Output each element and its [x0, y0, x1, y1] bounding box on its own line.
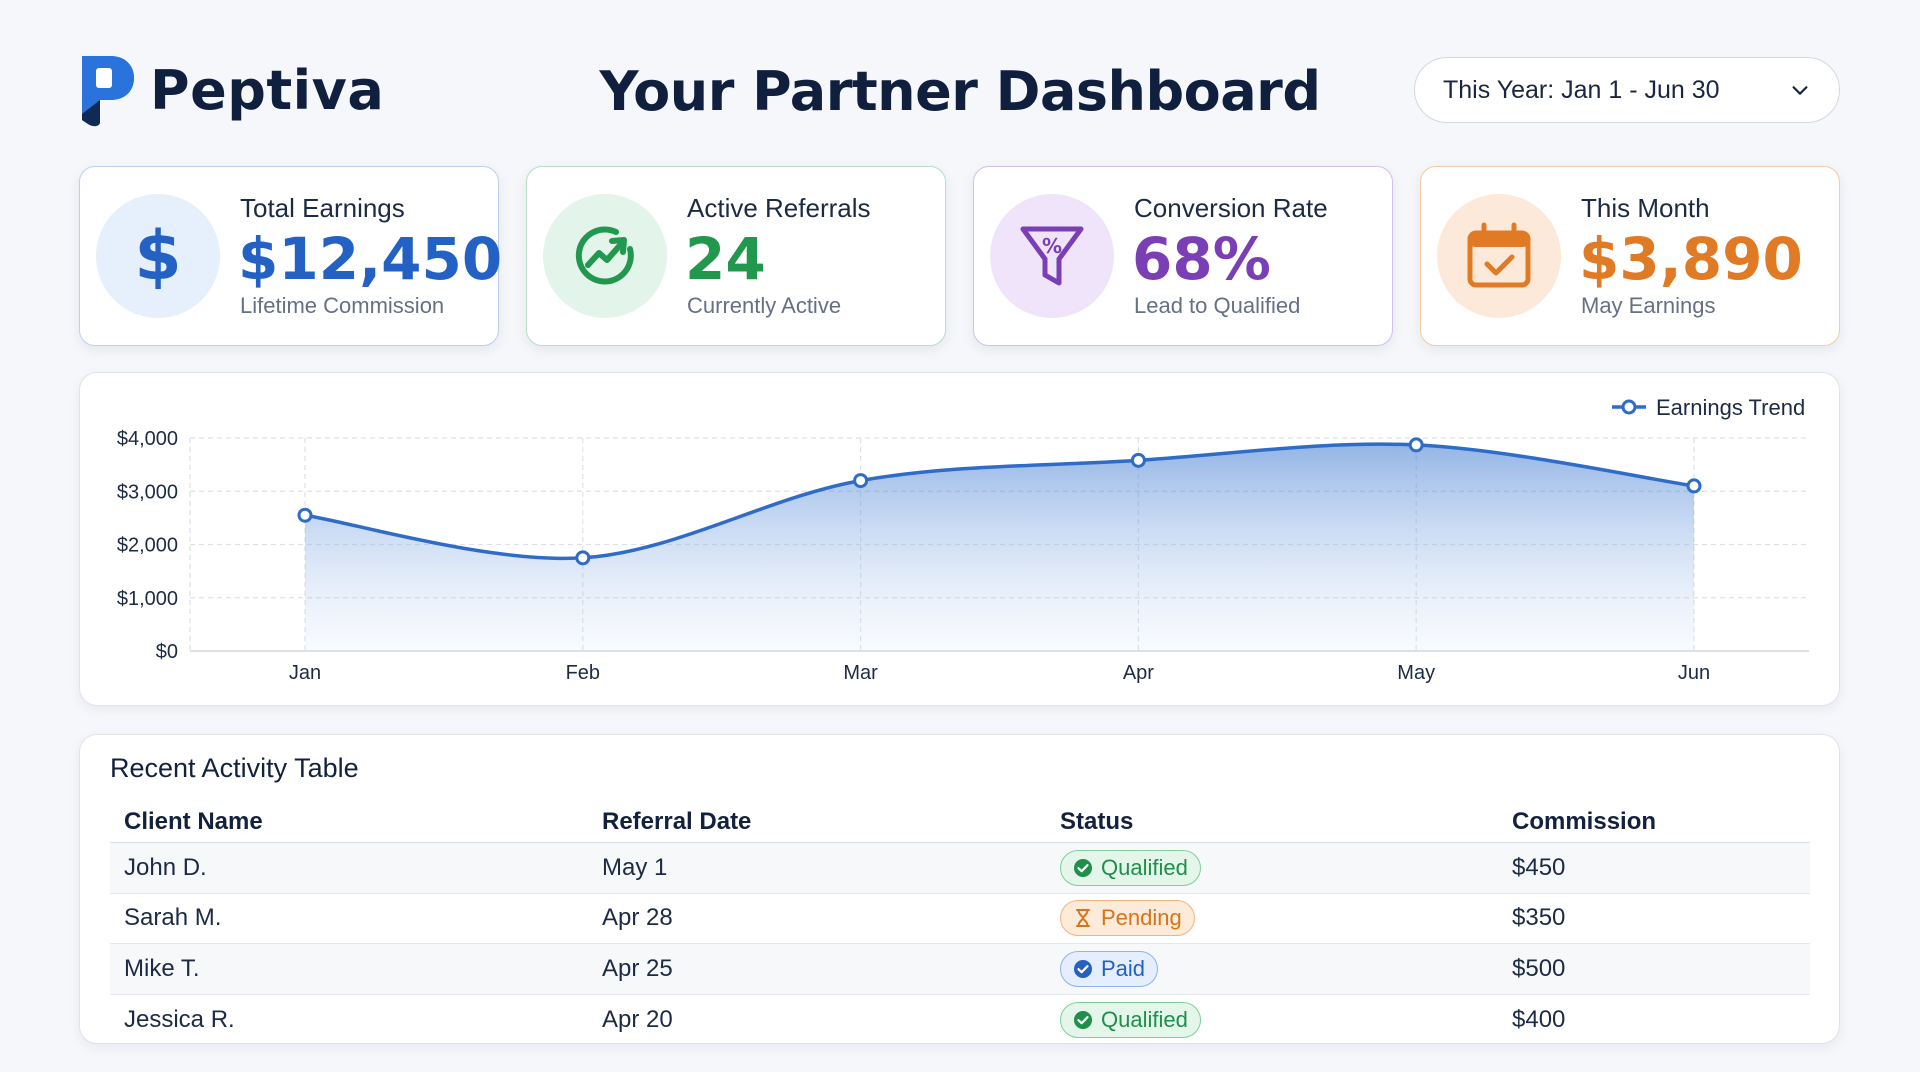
data-point[interactable]: [1408, 437, 1424, 453]
kpi-card-total-earnings[interactable]: $ Total Earnings $12,450 Lifetime Commis…: [79, 166, 503, 346]
header: Peptiva Your Partner Dashboard This Year…: [0, 0, 1920, 160]
status-cell: Qualified: [1046, 849, 1498, 886]
check-circle-icon: [1074, 1010, 1092, 1029]
status-label: Paid: [1101, 955, 1146, 981]
status-cell: Qualified: [1046, 1001, 1498, 1038]
x-tick-label: Mar: [843, 662, 878, 684]
svg-text:%: %: [1042, 234, 1062, 258]
data-point[interactable]: [297, 507, 313, 523]
status-label: Pending: [1101, 905, 1182, 931]
referral-date: Apr 25: [602, 954, 673, 982]
svg-text:$: $: [134, 219, 181, 293]
status-badge: Qualified: [1060, 1001, 1201, 1038]
recent-activity-table: Client Name Referral Date Status Commiss…: [110, 801, 1810, 1045]
recent-activity-panel: Recent Activity Table Client Name Referr…: [79, 734, 1840, 1044]
date-range-value: This Year: Jan 1 - Jun 30: [1443, 75, 1720, 104]
table-header-row: Client Name Referral Date Status Commiss…: [110, 801, 1810, 843]
kpi-value: $12,450: [238, 225, 503, 293]
check-circle-icon: [1074, 959, 1092, 978]
series-area: [305, 444, 1694, 651]
x-tick-label: May: [1397, 662, 1435, 684]
commission: $400: [1512, 1005, 1566, 1033]
status-cell: Paid: [1046, 950, 1498, 987]
legend-label: Earnings Trend: [1656, 395, 1805, 420]
referral-date: May 1: [602, 853, 668, 881]
brand[interactable]: Peptiva: [76, 52, 384, 128]
kpi-subtitle: Currently Active: [687, 293, 842, 318]
client-name: Sarah M.: [124, 904, 222, 932]
kpi-subtitle: May Earnings: [1581, 293, 1716, 318]
legend-marker-icon: [1621, 399, 1637, 415]
status-badge: Paid: [1060, 950, 1159, 987]
data-point[interactable]: [1130, 452, 1146, 468]
kpi-subtitle: Lead to Qualified: [1134, 293, 1301, 318]
date-range-select[interactable]: This Year: Jan 1 - Jun 30: [1414, 57, 1840, 123]
commission: $500: [1512, 954, 1566, 982]
check-circle-icon: [1074, 858, 1092, 877]
column-header-date[interactable]: Referral Date: [602, 807, 752, 835]
table-row[interactable]: Jessica R. Apr 20 Qualified $400: [110, 995, 1810, 1046]
earnings-chart-panel: $0 $1,000 $2,000 $3,000 $4,000 Jan Feb Mar Apr Ma…: [79, 372, 1840, 706]
kpi-title: Active Referrals: [687, 193, 871, 223]
kpi-title: This Month: [1581, 193, 1710, 223]
y-tick-label: $1,000: [117, 588, 178, 610]
column-header-status[interactable]: Status: [1060, 807, 1134, 835]
status-label: Qualified: [1101, 854, 1188, 880]
x-tick-label: Jan: [289, 662, 321, 684]
commission: $350: [1512, 904, 1566, 932]
kpi-subtitle: Lifetime Commission: [240, 293, 445, 318]
status-badge: Pending: [1060, 900, 1195, 937]
y-tick-label: $3,000: [117, 481, 178, 503]
kpi-title: Total Earnings: [240, 193, 405, 223]
x-tick-label: Feb: [566, 662, 600, 684]
earnings-chart: $0 $1,000 $2,000 $3,000 $4,000 Jan Feb Mar Apr Ma…: [117, 395, 1809, 684]
kpi-card-active-referrals[interactable]: Active Referrals 24 Currently Active: [526, 166, 946, 346]
y-tick-label: $4,000: [117, 428, 178, 450]
referral-date: Apr 20: [602, 1005, 673, 1033]
page-title: Your Partner Dashboard: [599, 60, 1321, 123]
status-label: Qualified: [1101, 1006, 1188, 1032]
kpi-value: 68%: [1132, 225, 1271, 293]
dollar-icon: $: [96, 194, 220, 318]
commission: $450: [1512, 853, 1566, 881]
data-point[interactable]: [853, 473, 869, 489]
chevron-down-icon: [1792, 86, 1808, 95]
column-header-commission[interactable]: Commission: [1512, 807, 1657, 835]
table-row[interactable]: John D. May 1 Qualified $450: [110, 843, 1810, 894]
trend-up-icon: [543, 194, 667, 318]
table-row[interactable]: Mike T. Apr 25 Paid $500: [110, 944, 1810, 995]
peptiva-logo-icon: [82, 56, 134, 127]
series-line: [304, 442, 1695, 561]
x-tick-label: Apr: [1123, 662, 1154, 684]
chart-legend[interactable]: Earnings Trend: [1612, 395, 1805, 420]
table-title: Recent Activity Table: [110, 753, 359, 783]
hourglass-icon: [1076, 909, 1090, 928]
x-tick-label: Jun: [1678, 662, 1710, 684]
table-row[interactable]: Sarah M. Apr 28 Pending $350: [110, 894, 1810, 944]
column-header-client[interactable]: Client Name: [124, 807, 263, 835]
kpi-value: 24: [685, 225, 766, 293]
kpi-title: Conversion Rate: [1134, 193, 1328, 223]
kpi-value: $3,890: [1579, 225, 1803, 293]
kpi-card-this-month[interactable]: This Month $3,890 May Earnings: [1420, 166, 1840, 346]
referral-date: Apr 28: [602, 904, 673, 932]
client-name: Mike T.: [124, 954, 200, 982]
y-tick-label: $2,000: [117, 535, 178, 557]
client-name: Jessica R.: [124, 1005, 235, 1033]
kpi-card-conversion-rate[interactable]: % Conversion Rate 68% Lead to Qualified: [973, 166, 1393, 346]
status-cell: Pending: [1046, 900, 1498, 937]
data-point[interactable]: [1686, 478, 1702, 494]
calendar-check-icon: [1437, 194, 1561, 318]
y-tick-label: $0: [156, 641, 178, 663]
funnel-percent-icon: %: [990, 194, 1114, 318]
brand-name: Peptiva: [150, 58, 385, 122]
data-point[interactable]: [575, 550, 591, 566]
status-badge: Qualified: [1060, 849, 1201, 886]
client-name: John D.: [124, 853, 207, 881]
